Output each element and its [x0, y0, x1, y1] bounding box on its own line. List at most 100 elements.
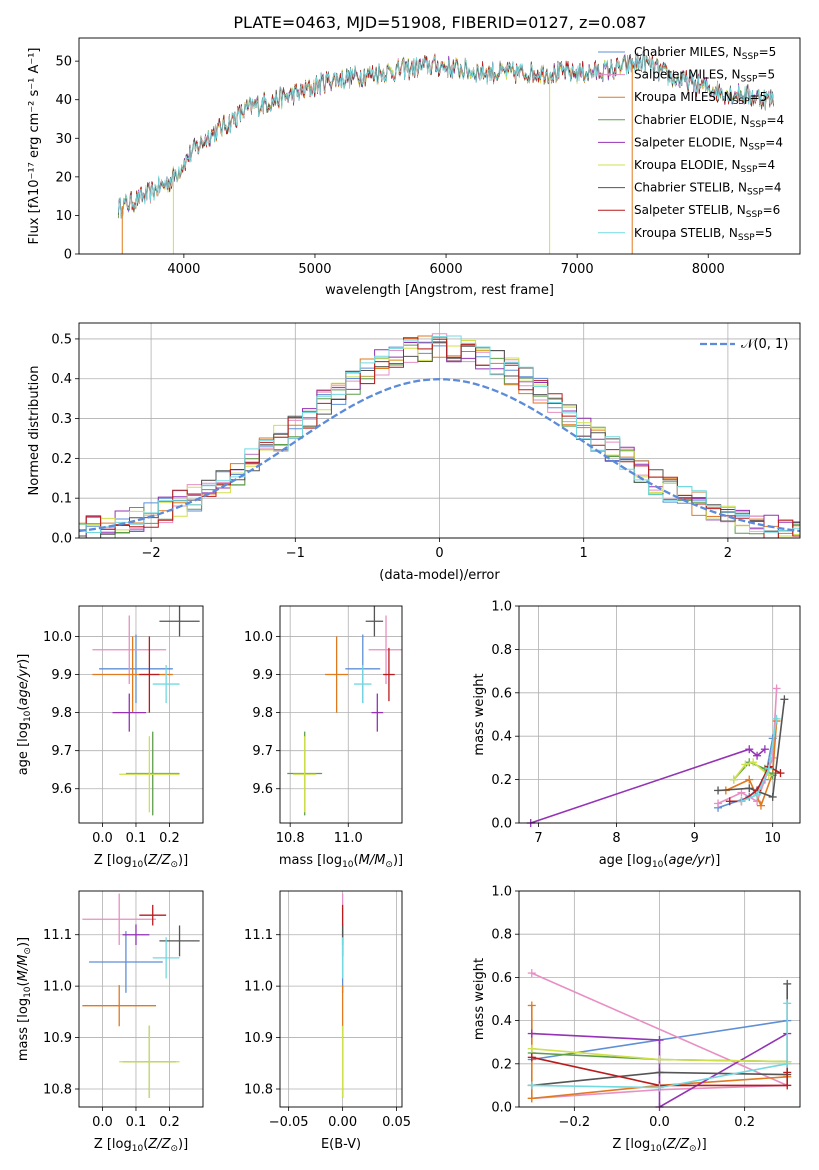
- x-tick-label: 0.0: [649, 1115, 670, 1130]
- y-tick-label: 9.6: [252, 782, 273, 797]
- y-tick-label: 0.4: [491, 1014, 512, 1029]
- figure-title: PLATE=0463, MJD=51908, FIBERID=0127, z=0…: [233, 13, 646, 32]
- spectrum-line: [117, 51, 774, 217]
- y-tick-label: 11.0: [43, 980, 72, 995]
- x-axis-label: Z [log10(Z/Z⊙)]: [612, 1137, 706, 1154]
- y-tick-label: 40: [55, 93, 72, 108]
- legend-label: Chabrier MILES, NSSP=5: [634, 45, 776, 62]
- y-tick-label: 20: [55, 170, 72, 185]
- y-tick-label: 11.1: [244, 928, 273, 943]
- y-tick-label: 9.9: [252, 668, 273, 683]
- panel-weight-vs-Z: −0.2 0.0 0.2 0.0 0.2 0.4 0.6 0.8 1.0 Z [log10(Z/Z…: [472, 885, 801, 1154]
- y-tick-label: 11.0: [244, 980, 273, 995]
- axes-frame: [78, 605, 204, 824]
- y-tick-label: 10.8: [43, 1083, 72, 1098]
- x-axis-label: (data-model)/error: [379, 568, 500, 583]
- weight-series: [733, 761, 770, 781]
- x-tick-label: 0.00: [328, 1115, 357, 1130]
- x-tick-label: 11.0: [334, 831, 363, 846]
- x-tick-label: 0.2: [734, 1115, 755, 1130]
- y-axis-label: mass [log10(M/M⊙)]: [16, 937, 33, 1061]
- panel-age-vs-mass: 10.8 11.0 9.6 9.7 9.8 9.9 10.0 mass [log10(M/M⊙…: [244, 605, 403, 870]
- axes-frame: [279, 890, 403, 1108]
- legend-label: Salpeter MILES, NSSP=5: [634, 68, 775, 85]
- y-tick-label: 1.0: [491, 885, 512, 900]
- y-axis-label: Flux [fλ10⁻¹⁷ erg cm⁻² s⁻¹ A⁻¹]: [27, 48, 42, 245]
- y-tick-label: 0.4: [491, 730, 512, 745]
- weight-series: [717, 699, 786, 799]
- y-tick-label: 9.8: [51, 706, 72, 721]
- y-tick-label: 10: [55, 209, 72, 224]
- legend-label: Salpeter ELODIE, NSSP=4: [634, 135, 783, 152]
- x-axis-label: E(B-V): [321, 1137, 361, 1152]
- weight-series: [741, 718, 778, 803]
- legend-label: Kroupa STELIB, NSSP=5: [634, 226, 772, 243]
- panel-mass-vs-ebv: −0.05 0.00 0.05 10.8 10.9 11.0 11.1: [244, 890, 411, 1130]
- y-tick-label: 10.0: [43, 630, 72, 645]
- x-tick-label: −0.2: [559, 1115, 591, 1130]
- y-tick-label: 0: [64, 248, 72, 263]
- y-tick-label: 10.0: [244, 630, 273, 645]
- axes-frame: [279, 605, 403, 824]
- y-tick-label: 10.8: [244, 1083, 273, 1098]
- x-tick-label: 7: [534, 831, 542, 846]
- x-tick-label: 10: [764, 831, 781, 846]
- x-tick-label: −1: [286, 546, 305, 561]
- spectrum-line: [117, 52, 774, 217]
- weight-series: [530, 748, 766, 823]
- x-axis-label: age [log10(age/yr)]: [599, 853, 721, 870]
- y-tick-label: 0.6: [491, 971, 512, 986]
- y-tick-label: 0.3: [51, 412, 72, 427]
- y-tick-label: 0.4: [51, 372, 72, 387]
- weight-series: [531, 1003, 788, 1089]
- legend-label: Chabrier ELODIE, NSSP=4: [634, 113, 784, 130]
- y-tick-label: 50: [55, 55, 72, 70]
- y-tick-label: 0.0: [491, 817, 512, 832]
- axes-frame: [518, 605, 801, 824]
- axes-frame: [78, 322, 801, 539]
- axes-frame: [78, 37, 801, 255]
- x-tick-label: 1: [580, 546, 588, 561]
- y-tick-label: 9.9: [51, 668, 72, 683]
- y-tick-label: 9.7: [51, 744, 72, 759]
- weight-series: [531, 1056, 788, 1087]
- x-tick-label: 8: [612, 831, 620, 846]
- legend-label: Chabrier STELIB, NSSP=4: [634, 181, 782, 198]
- x-tick-label: 0.0: [92, 831, 113, 846]
- panel-weight-vs-age: 7 8 9 10 0.0 0.2 0.4 0.6 0.8 1.0 age [log10(age/yr…: [472, 600, 801, 870]
- x-tick-label: 0.2: [159, 831, 180, 846]
- x-axis-label: wavelength [Angstrom, rest frame]: [325, 283, 554, 298]
- legend-label: 𝒩(0, 1): [741, 337, 788, 352]
- legend-label: Kroupa ELODIE, NSSP=4: [634, 158, 775, 175]
- panel-residuals: −2 −1 0 1 2 0.0 0.1 0.2 0.3 0.4 0.5 𝒩(0, 1) (data-mo…: [27, 322, 801, 583]
- axes-frame: [78, 890, 204, 1108]
- x-tick-label: 7000: [561, 262, 594, 277]
- y-tick-label: 9.7: [252, 744, 273, 759]
- panel-age-vs-Z: 0.0 0.1 0.2 9.6 9.7 9.8 9.9 10.0 Z [log10(Z/Z⊙)]…: [16, 605, 204, 870]
- y-tick-label: 0.2: [491, 773, 512, 788]
- panel-spectrum: 4000 5000 6000 7000 8000 0 10 20 30 40 50 wavelengt…: [27, 37, 801, 298]
- x-tick-label: 2: [724, 546, 732, 561]
- x-tick-label: −2: [142, 546, 161, 561]
- x-tick-label: 4000: [167, 262, 200, 277]
- y-tick-label: 9.6: [51, 782, 72, 797]
- y-tick-label: 10.9: [43, 1031, 72, 1046]
- x-tick-label: 0.1: [126, 1115, 147, 1130]
- y-tick-label: 0.2: [491, 1057, 512, 1072]
- y-tick-label: 0.0: [51, 532, 72, 547]
- panel-mass-vs-Z: 0.0 0.1 0.2 10.8 10.9 11.0 11.1 Z [log10(Z/Z⊙)]…: [16, 890, 204, 1154]
- y-tick-label: 0.2: [51, 452, 72, 467]
- y-tick-label: 1.0: [491, 600, 512, 615]
- x-tick-label: 10.8: [276, 831, 305, 846]
- x-axis-label: mass [log10(M/M⊙)]: [279, 853, 403, 870]
- weight-series: [531, 972, 788, 1100]
- x-tick-label: 6000: [430, 262, 463, 277]
- x-tick-label: 0.05: [382, 1115, 411, 1130]
- y-axis-label: age [log10(age/yr)]: [16, 654, 33, 776]
- x-axis-label: Z [log10(Z/Z⊙)]: [94, 1137, 188, 1154]
- normal-curve: [78, 378, 801, 533]
- axes-frame: [518, 890, 801, 1108]
- y-axis-label: mass weight: [472, 673, 487, 755]
- x-tick-label: 5000: [298, 262, 331, 277]
- y-tick-label: 10.9: [244, 1031, 273, 1046]
